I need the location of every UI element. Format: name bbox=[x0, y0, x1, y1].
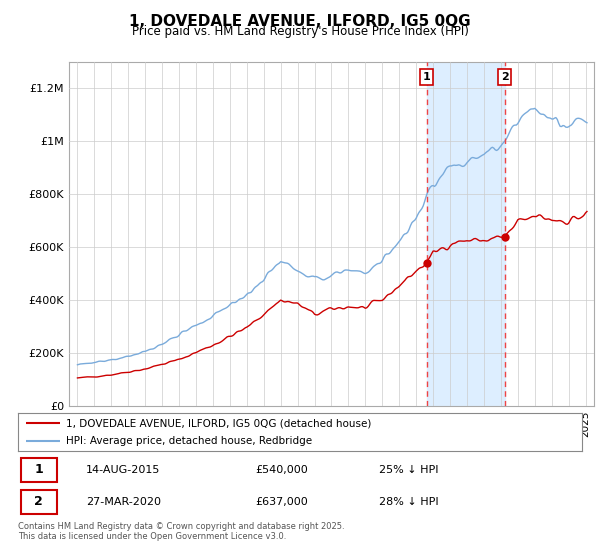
Text: 14-AUG-2015: 14-AUG-2015 bbox=[86, 465, 160, 475]
Text: Contains HM Land Registry data © Crown copyright and database right 2025.
This d: Contains HM Land Registry data © Crown c… bbox=[18, 522, 344, 542]
FancyBboxPatch shape bbox=[21, 489, 58, 514]
Text: 1: 1 bbox=[34, 463, 43, 477]
Text: 28% ↓ HPI: 28% ↓ HPI bbox=[379, 497, 439, 507]
Text: 1, DOVEDALE AVENUE, ILFORD, IG5 0QG: 1, DOVEDALE AVENUE, ILFORD, IG5 0QG bbox=[129, 14, 471, 29]
Text: HPI: Average price, detached house, Redbridge: HPI: Average price, detached house, Redb… bbox=[66, 436, 312, 446]
Text: Price paid vs. HM Land Registry's House Price Index (HPI): Price paid vs. HM Land Registry's House … bbox=[131, 25, 469, 38]
Text: 1, DOVEDALE AVENUE, ILFORD, IG5 0QG (detached house): 1, DOVEDALE AVENUE, ILFORD, IG5 0QG (det… bbox=[66, 418, 371, 428]
Text: 1: 1 bbox=[423, 72, 431, 82]
Text: £540,000: £540,000 bbox=[255, 465, 308, 475]
FancyBboxPatch shape bbox=[21, 458, 58, 482]
Bar bbox=[427, 62, 505, 406]
Text: 25% ↓ HPI: 25% ↓ HPI bbox=[379, 465, 439, 475]
Text: £637,000: £637,000 bbox=[255, 497, 308, 507]
Text: 27-MAR-2020: 27-MAR-2020 bbox=[86, 497, 161, 507]
Text: 2: 2 bbox=[34, 495, 43, 508]
Text: 2: 2 bbox=[501, 72, 509, 82]
